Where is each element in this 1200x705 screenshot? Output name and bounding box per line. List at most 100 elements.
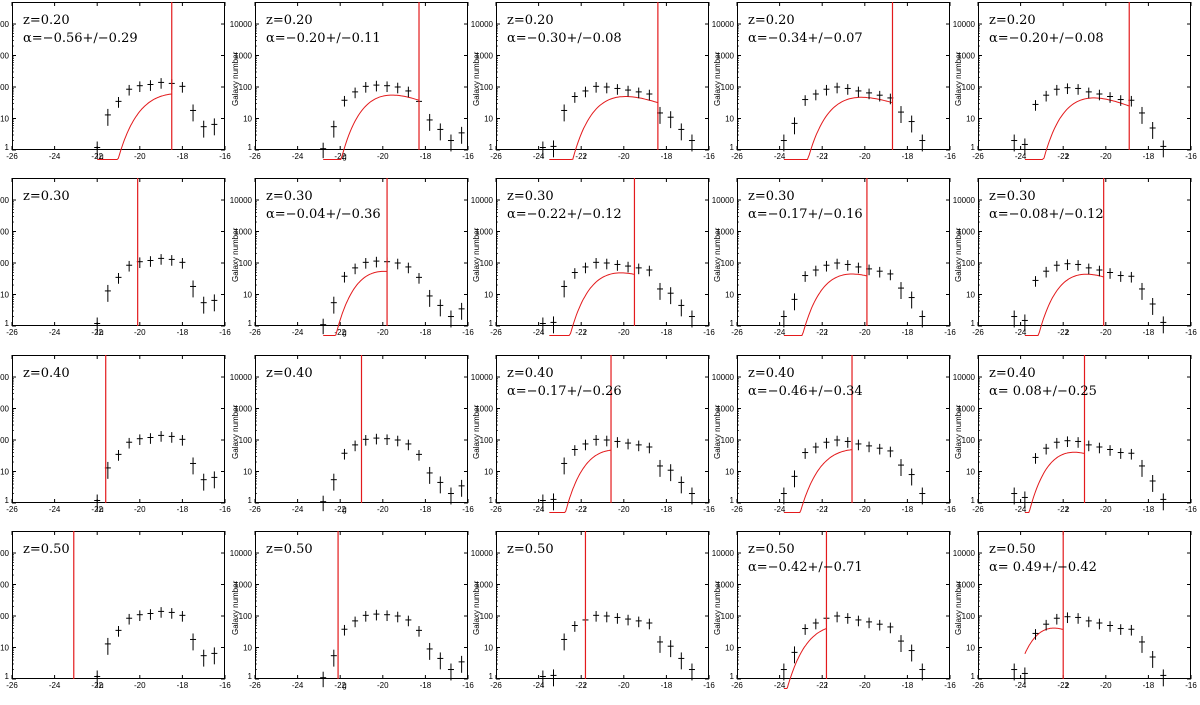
- x-axis-title: i: [826, 152, 828, 161]
- data-point: [866, 441, 873, 453]
- data-point: [678, 299, 685, 317]
- data-point: [791, 293, 798, 311]
- data-point: [1096, 89, 1103, 101]
- x-tick-label: -16: [703, 505, 715, 514]
- data-point: [447, 134, 454, 152]
- x-tick-label: -22: [1057, 152, 1069, 161]
- data-point: [341, 624, 348, 636]
- data-point: [593, 82, 600, 93]
- plot-frame: [12, 355, 225, 503]
- data-point: [330, 296, 337, 314]
- data-point: [887, 622, 894, 634]
- data-point: [625, 614, 632, 626]
- alpha-label: α=−0.08+/−0.12: [989, 207, 1104, 222]
- y-axis-title: Galaxy number: [231, 51, 240, 106]
- data-point: [571, 268, 578, 279]
- y-tick-label: 1000: [475, 405, 493, 414]
- data-point: [1128, 624, 1135, 636]
- data-point: [373, 80, 380, 92]
- data-point: [539, 141, 546, 159]
- data-point: [1107, 268, 1114, 279]
- x-tick-label: -22: [575, 505, 587, 514]
- y-tick-label: 10: [484, 468, 493, 477]
- x-tick-label: -26: [731, 681, 743, 690]
- x-tick-label: -18: [177, 152, 189, 161]
- panel-z-row1: 1 10 100 1000 10000 -26 -24 -22 -20 -18 -16 Galaxy …: [953, 2, 1197, 161]
- data-point: [1107, 621, 1114, 632]
- alpha-label: α=−0.42+/−0.71: [748, 560, 863, 575]
- y-tick-label: 100: [239, 83, 253, 92]
- data-point: [823, 84, 830, 96]
- data-point: [614, 260, 621, 271]
- data-point: [115, 450, 122, 461]
- x-axis-title: g: [342, 505, 346, 514]
- data-point: [405, 615, 412, 627]
- x-tick-label: -16: [944, 328, 956, 337]
- schechter-fit-curve: [1024, 627, 1064, 654]
- x-tick-label: -22: [816, 328, 828, 337]
- data-point: [211, 294, 218, 312]
- y-tick-label: 10000: [471, 373, 494, 382]
- data-point: [1032, 276, 1039, 287]
- x-tick-label: -20: [618, 328, 630, 337]
- data-point: [1021, 667, 1028, 685]
- data-point: [94, 670, 101, 688]
- data-point: [200, 296, 207, 314]
- data-point: [115, 626, 122, 637]
- data-point: [667, 464, 674, 482]
- x-tick-label: -26: [6, 328, 18, 337]
- y-axis-title: Galaxy number: [231, 404, 240, 459]
- data-point: [330, 473, 337, 491]
- data-point: [320, 318, 327, 335]
- y-tick-label: 1000: [716, 228, 734, 237]
- data-point: [1011, 134, 1018, 152]
- x-tick-label: -26: [490, 152, 502, 161]
- data-point: [147, 433, 154, 444]
- y-tick-label: 10: [243, 291, 252, 300]
- data-point: [1053, 437, 1060, 449]
- x-axis-title: z: [1065, 681, 1069, 690]
- panel-u-row2: 110100100010000-26-24-22-20-18-16Galaxy …: [0, 178, 231, 337]
- data-point: [1096, 442, 1103, 454]
- y-tick-label: 1: [5, 672, 10, 681]
- panel-u-row3: 110100100010000-26-24-22-20-18-16Galaxy …: [0, 355, 231, 514]
- data-point: [447, 487, 454, 505]
- data-point: [373, 609, 380, 621]
- data-point: [802, 624, 809, 635]
- data-point: [844, 84, 851, 95]
- y-tick-label: 10000: [0, 196, 10, 205]
- y-tick-label: 10: [0, 468, 9, 477]
- data-point: [341, 271, 348, 283]
- data-point: [898, 635, 905, 652]
- data-point: [1149, 297, 1156, 315]
- x-tick-label: -20: [377, 505, 389, 514]
- y-tick-label: 1: [248, 672, 253, 681]
- data-point: [104, 284, 111, 302]
- x-axis-title: g: [342, 328, 346, 337]
- alpha-label: α=−0.04+/−0.36: [266, 207, 381, 222]
- data-point: [844, 437, 851, 448]
- x-tick-label: -26: [6, 681, 18, 690]
- data-point: [780, 134, 787, 152]
- data-point: [898, 282, 905, 299]
- data-point: [405, 86, 412, 98]
- y-tick-label: 1000: [957, 581, 975, 590]
- data-point: [876, 443, 883, 455]
- y-axis-title: Galaxy number: [472, 404, 481, 459]
- panel-u-row1: 110100100010000-26-24-22-20-18-16Galaxy …: [0, 2, 231, 161]
- x-tick-label: -22: [575, 328, 587, 337]
- y-tick-label: 100: [962, 612, 976, 621]
- data-point: [1011, 487, 1018, 505]
- y-tick-label: 1: [5, 496, 10, 505]
- x-tick-label: -26: [731, 328, 743, 337]
- y-tick-label: 1000: [234, 52, 252, 61]
- y-tick-label: 1000: [475, 228, 493, 237]
- x-axis-title: g: [342, 152, 346, 161]
- panel-z-row4: 1 10 100 1000 10000 -26 -24 -22 -20 -18 -16 Galaxy …: [953, 531, 1197, 690]
- data-point: [603, 611, 610, 623]
- x-tick-label: -16: [944, 152, 956, 161]
- data-point: [190, 633, 197, 651]
- x-axis-title: u: [99, 505, 103, 514]
- x-tick-label: -16: [944, 505, 956, 514]
- redshift-label: z=0.20: [989, 13, 1036, 28]
